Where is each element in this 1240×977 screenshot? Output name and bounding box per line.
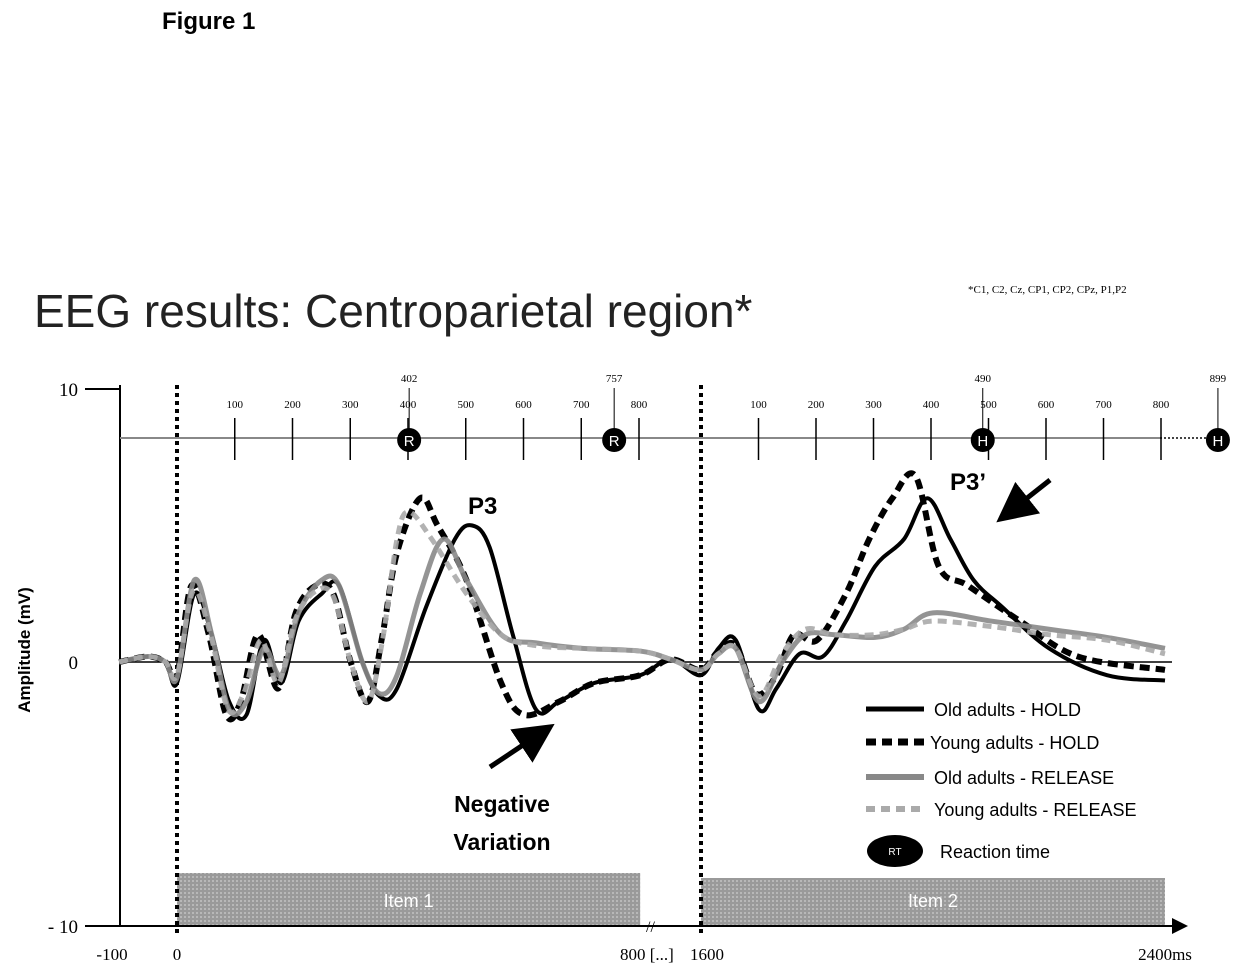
annotation-nv: Variation: [453, 829, 550, 855]
stimulus-label: Item 2: [908, 891, 958, 911]
arrow-p3prime: [1012, 480, 1050, 510]
rt-value: 402: [401, 373, 418, 385]
annotation-nv: Negative: [454, 791, 550, 817]
legend-rt-label: Reaction time: [940, 842, 1050, 862]
legend-label: Young adults - HOLD: [930, 733, 1099, 753]
legend-rt-badge-label: RT: [888, 847, 901, 858]
annotation-p3prime: P3’: [950, 469, 986, 496]
timeline-tick-label: 800: [1153, 399, 1170, 411]
y-tick-label: - 10: [48, 917, 78, 938]
rt-marker-label: H: [1213, 433, 1224, 450]
timeline-tick-label: 600: [515, 399, 532, 411]
y-tick-label: 10: [59, 380, 78, 401]
x-tick-label: 800 [...]: [620, 945, 674, 964]
timeline-tick-label: 500: [458, 399, 475, 411]
rt-value: 490: [975, 373, 992, 385]
figure: Figure 1 EEG results: Centroparietal reg…: [0, 0, 1240, 977]
eeg-chart: Item 1Item 2100- 10Amplitude (mV)-100080…: [0, 0, 1240, 977]
x-tick-label: 2400ms: [1138, 945, 1192, 964]
timeline-tick-label: 600: [1038, 399, 1055, 411]
rt-marker-label: R: [609, 433, 620, 450]
arrow-nv: [490, 735, 538, 767]
timeline-tick-label: 200: [284, 399, 301, 411]
timeline-tick-label: 300: [865, 399, 882, 411]
x-tick-label: -100: [96, 945, 127, 964]
rt-value: 899: [1210, 373, 1227, 385]
timeline-tick-label: 100: [227, 399, 244, 411]
timeline-tick-label: 200: [808, 399, 825, 411]
annotation-p3: P3: [468, 493, 497, 520]
timeline-tick-label: 400: [923, 399, 940, 411]
timeline-tick-label: 800: [631, 399, 648, 411]
timeline-tick-label: 700: [573, 399, 590, 411]
timeline-tick-label: 700: [1095, 399, 1112, 411]
series-line-1: [119, 473, 1165, 719]
rt-marker-label: H: [977, 433, 988, 450]
rt-value: 757: [606, 373, 623, 385]
stimulus-label: Item 1: [384, 891, 434, 911]
rt-marker-label: R: [404, 433, 415, 450]
y-axis-label: Amplitude (mV): [15, 587, 34, 713]
x-tick-label: 1600: [690, 945, 724, 964]
timeline-tick-label: 100: [750, 399, 767, 411]
x-tick-label: 0: [173, 945, 182, 964]
legend-label: Old adults - HOLD: [934, 700, 1081, 720]
timeline-tick-label: 300: [342, 399, 359, 411]
timeline-tick-label: 400: [400, 399, 417, 411]
axis-break: //: [646, 919, 655, 936]
legend-label: Old adults - RELEASE: [934, 768, 1114, 788]
y-tick-label: 0: [69, 653, 79, 674]
legend-label: Young adults - RELEASE: [934, 800, 1136, 820]
